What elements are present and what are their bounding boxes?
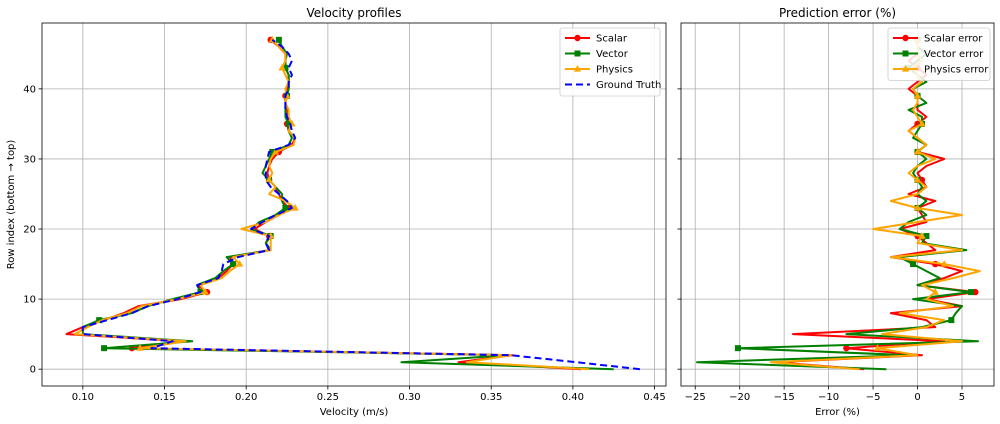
x-tick-label: −5: [866, 392, 881, 403]
y-tick-label: 20: [23, 225, 36, 236]
legend-marker-scalar: [574, 34, 581, 42]
data-point-physics-error: [913, 175, 922, 183]
legend-box: [887, 27, 991, 81]
prediction-error-panel: −25 −20 −15 −10 −5 0 5 Prediction error (%) Erro…: [677, 6, 995, 418]
data-point-physics-error: [931, 288, 939, 295]
data-point-physics: [236, 260, 244, 267]
legend-label-ground-truth: Ground Truth: [596, 80, 661, 91]
legend-label-physics-error: Physics error: [924, 65, 989, 76]
data-point-physics-error: [913, 204, 922, 211]
data-point-physics: [265, 175, 273, 183]
plot-area: [65, 35, 641, 371]
data-point-vector: [269, 148, 276, 155]
y-tick-label: 10: [23, 295, 36, 306]
data-point-vector: [101, 345, 108, 352]
data-point-physics-error: [873, 344, 882, 351]
chart-title: Prediction error (%): [779, 6, 896, 20]
x-tick-label: −10: [818, 392, 839, 403]
data-point-physics: [291, 204, 299, 211]
data-point-vector: [282, 64, 289, 71]
x-tick-label: 0.40: [562, 392, 584, 403]
data-point-vector: [285, 120, 292, 127]
axes-frame: [680, 22, 995, 387]
legend-marker-physics: [573, 65, 582, 72]
legend-label-vector: Vector: [596, 49, 629, 60]
x-tick-label: 0.15: [153, 392, 175, 403]
data-point-vector-error: [948, 317, 955, 324]
legend-box: [559, 27, 661, 97]
x-tick-label: 0.30: [398, 392, 420, 403]
data-point-physics-error: [940, 260, 948, 267]
x-tick-label: −20: [729, 392, 750, 403]
y-tick-label: 40: [23, 84, 36, 95]
data-point-vector: [282, 205, 289, 212]
series-line-ground-truth: [81, 38, 641, 371]
x-axis-label: Velocity (m/s): [320, 407, 389, 418]
legend-marker-vector: [574, 50, 581, 57]
y-tick-label: 30: [23, 154, 36, 165]
y-axis-label: Row index (bottom → top): [6, 140, 17, 270]
y-tick-label: 0: [30, 365, 36, 376]
data-point-vector-error: [734, 345, 741, 352]
data-point-physics: [271, 147, 280, 155]
legend-label-scalar-error: Scalar error: [924, 34, 983, 45]
legend-marker-scalar-error: [902, 34, 909, 42]
data-point-physics-error: [918, 119, 926, 127]
x-tick-label: 0.25: [317, 392, 339, 403]
data-point-vector: [96, 317, 103, 324]
legend-marker-physics-error: [901, 65, 910, 72]
legend-label-scalar: Scalar: [596, 34, 628, 45]
legend-marker-vector-error: [902, 50, 909, 57]
axes-frame: [41, 22, 667, 387]
data-point-physics-error: [918, 232, 926, 239]
x-tick-label: 0.10: [72, 392, 94, 403]
velocity-profiles-panel: 0.10 0.15 0.20 0.25 0.30 0.35 0.40 0.45 0 10 20 30 4…: [6, 6, 667, 418]
x-tick-label: 0: [914, 392, 920, 403]
legend: Scalar error Vector error Physics error: [887, 27, 991, 81]
x-tick-label: −15: [774, 392, 795, 403]
data-point-vector-error: [910, 261, 917, 268]
data-point-physics: [201, 288, 209, 295]
chart-title: Velocity profiles: [306, 6, 401, 20]
data-point-vector-error: [923, 233, 930, 240]
data-point-physics: [278, 63, 286, 71]
x-tick-label: −25: [685, 392, 706, 403]
plot-area: [696, 35, 981, 371]
legend-label-physics: Physics: [596, 65, 633, 76]
x-axis-label: Error (%): [815, 407, 860, 418]
x-tick-label: 0.45: [643, 392, 665, 403]
x-tick-label: 5: [959, 392, 965, 403]
data-point-vector: [230, 261, 237, 268]
x-tick-label: 0.20: [235, 392, 257, 403]
data-point-vector: [275, 36, 282, 43]
legend: Scalar Vector Physics Ground Truth: [559, 27, 661, 97]
data-point-vector-error: [967, 289, 974, 296]
data-point-physics-error: [913, 91, 922, 99]
data-point-scalar-error: [843, 344, 850, 352]
legend-label-vector-error: Vector error: [924, 49, 984, 60]
data-point-physics: [136, 344, 144, 351]
data-point-physics-error: [913, 147, 922, 155]
x-tick-label: 0.35: [480, 392, 502, 403]
